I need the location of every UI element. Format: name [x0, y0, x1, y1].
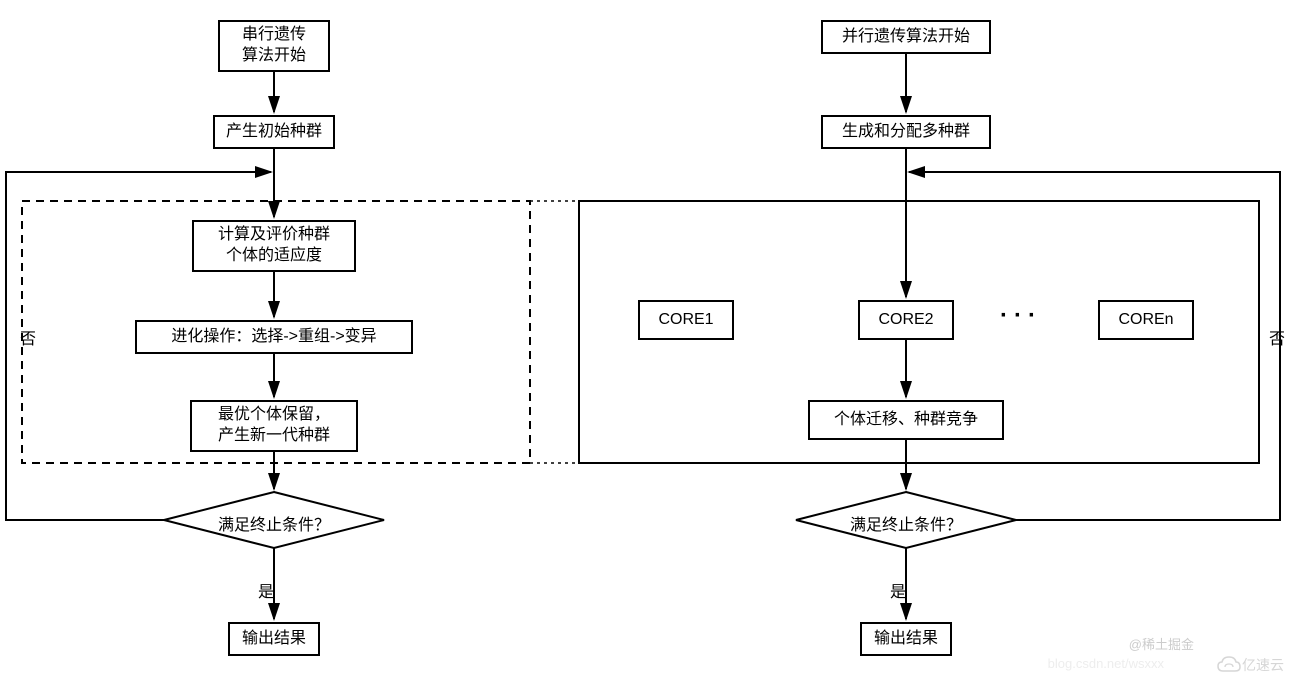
left-start-box: 串行遗传算法开始	[218, 20, 330, 72]
cloud-icon	[1216, 655, 1242, 675]
right-yes-label: 是	[890, 578, 906, 602]
left-fitness-box: 计算及评价种群个体的适应度	[192, 220, 356, 272]
watermark-yisu: 亿速云	[1216, 655, 1284, 675]
right-decision-diamond	[796, 492, 1016, 548]
watermark-yisu-text: 亿速云	[1242, 655, 1284, 675]
core1-box: CORE1	[638, 300, 734, 340]
watermark-blog: blog.csdn.net/wsxxx	[1048, 656, 1164, 671]
edge-r-no	[909, 172, 1280, 520]
left-evolve-box: 进化操作：选择->重组->变异	[135, 320, 413, 354]
cores-ellipsis: ···	[1000, 302, 1042, 330]
left-output-box: 输出结果	[228, 622, 320, 656]
right-output-box: 输出结果	[860, 622, 952, 656]
coren-box: COREn	[1098, 300, 1194, 340]
left-decision-diamond	[164, 492, 384, 548]
left-retain-box: 最优个体保留，产生新一代种群	[190, 400, 358, 452]
left-init-pop-box: 产生初始种群	[213, 115, 335, 149]
right-gen-pop-box: 生成和分配多种群	[821, 115, 991, 149]
left-no-label: 否	[13, 330, 37, 346]
watermark-juejin: @稀土掘金	[1129, 634, 1194, 653]
left-yes-label: 是	[258, 578, 274, 602]
right-start-box: 并行遗传算法开始	[821, 20, 991, 54]
right-no-label: 否	[1262, 330, 1286, 346]
right-migrate-box: 个体迁移、种群竞争	[808, 400, 1004, 440]
core2-box: CORE2	[858, 300, 954, 340]
